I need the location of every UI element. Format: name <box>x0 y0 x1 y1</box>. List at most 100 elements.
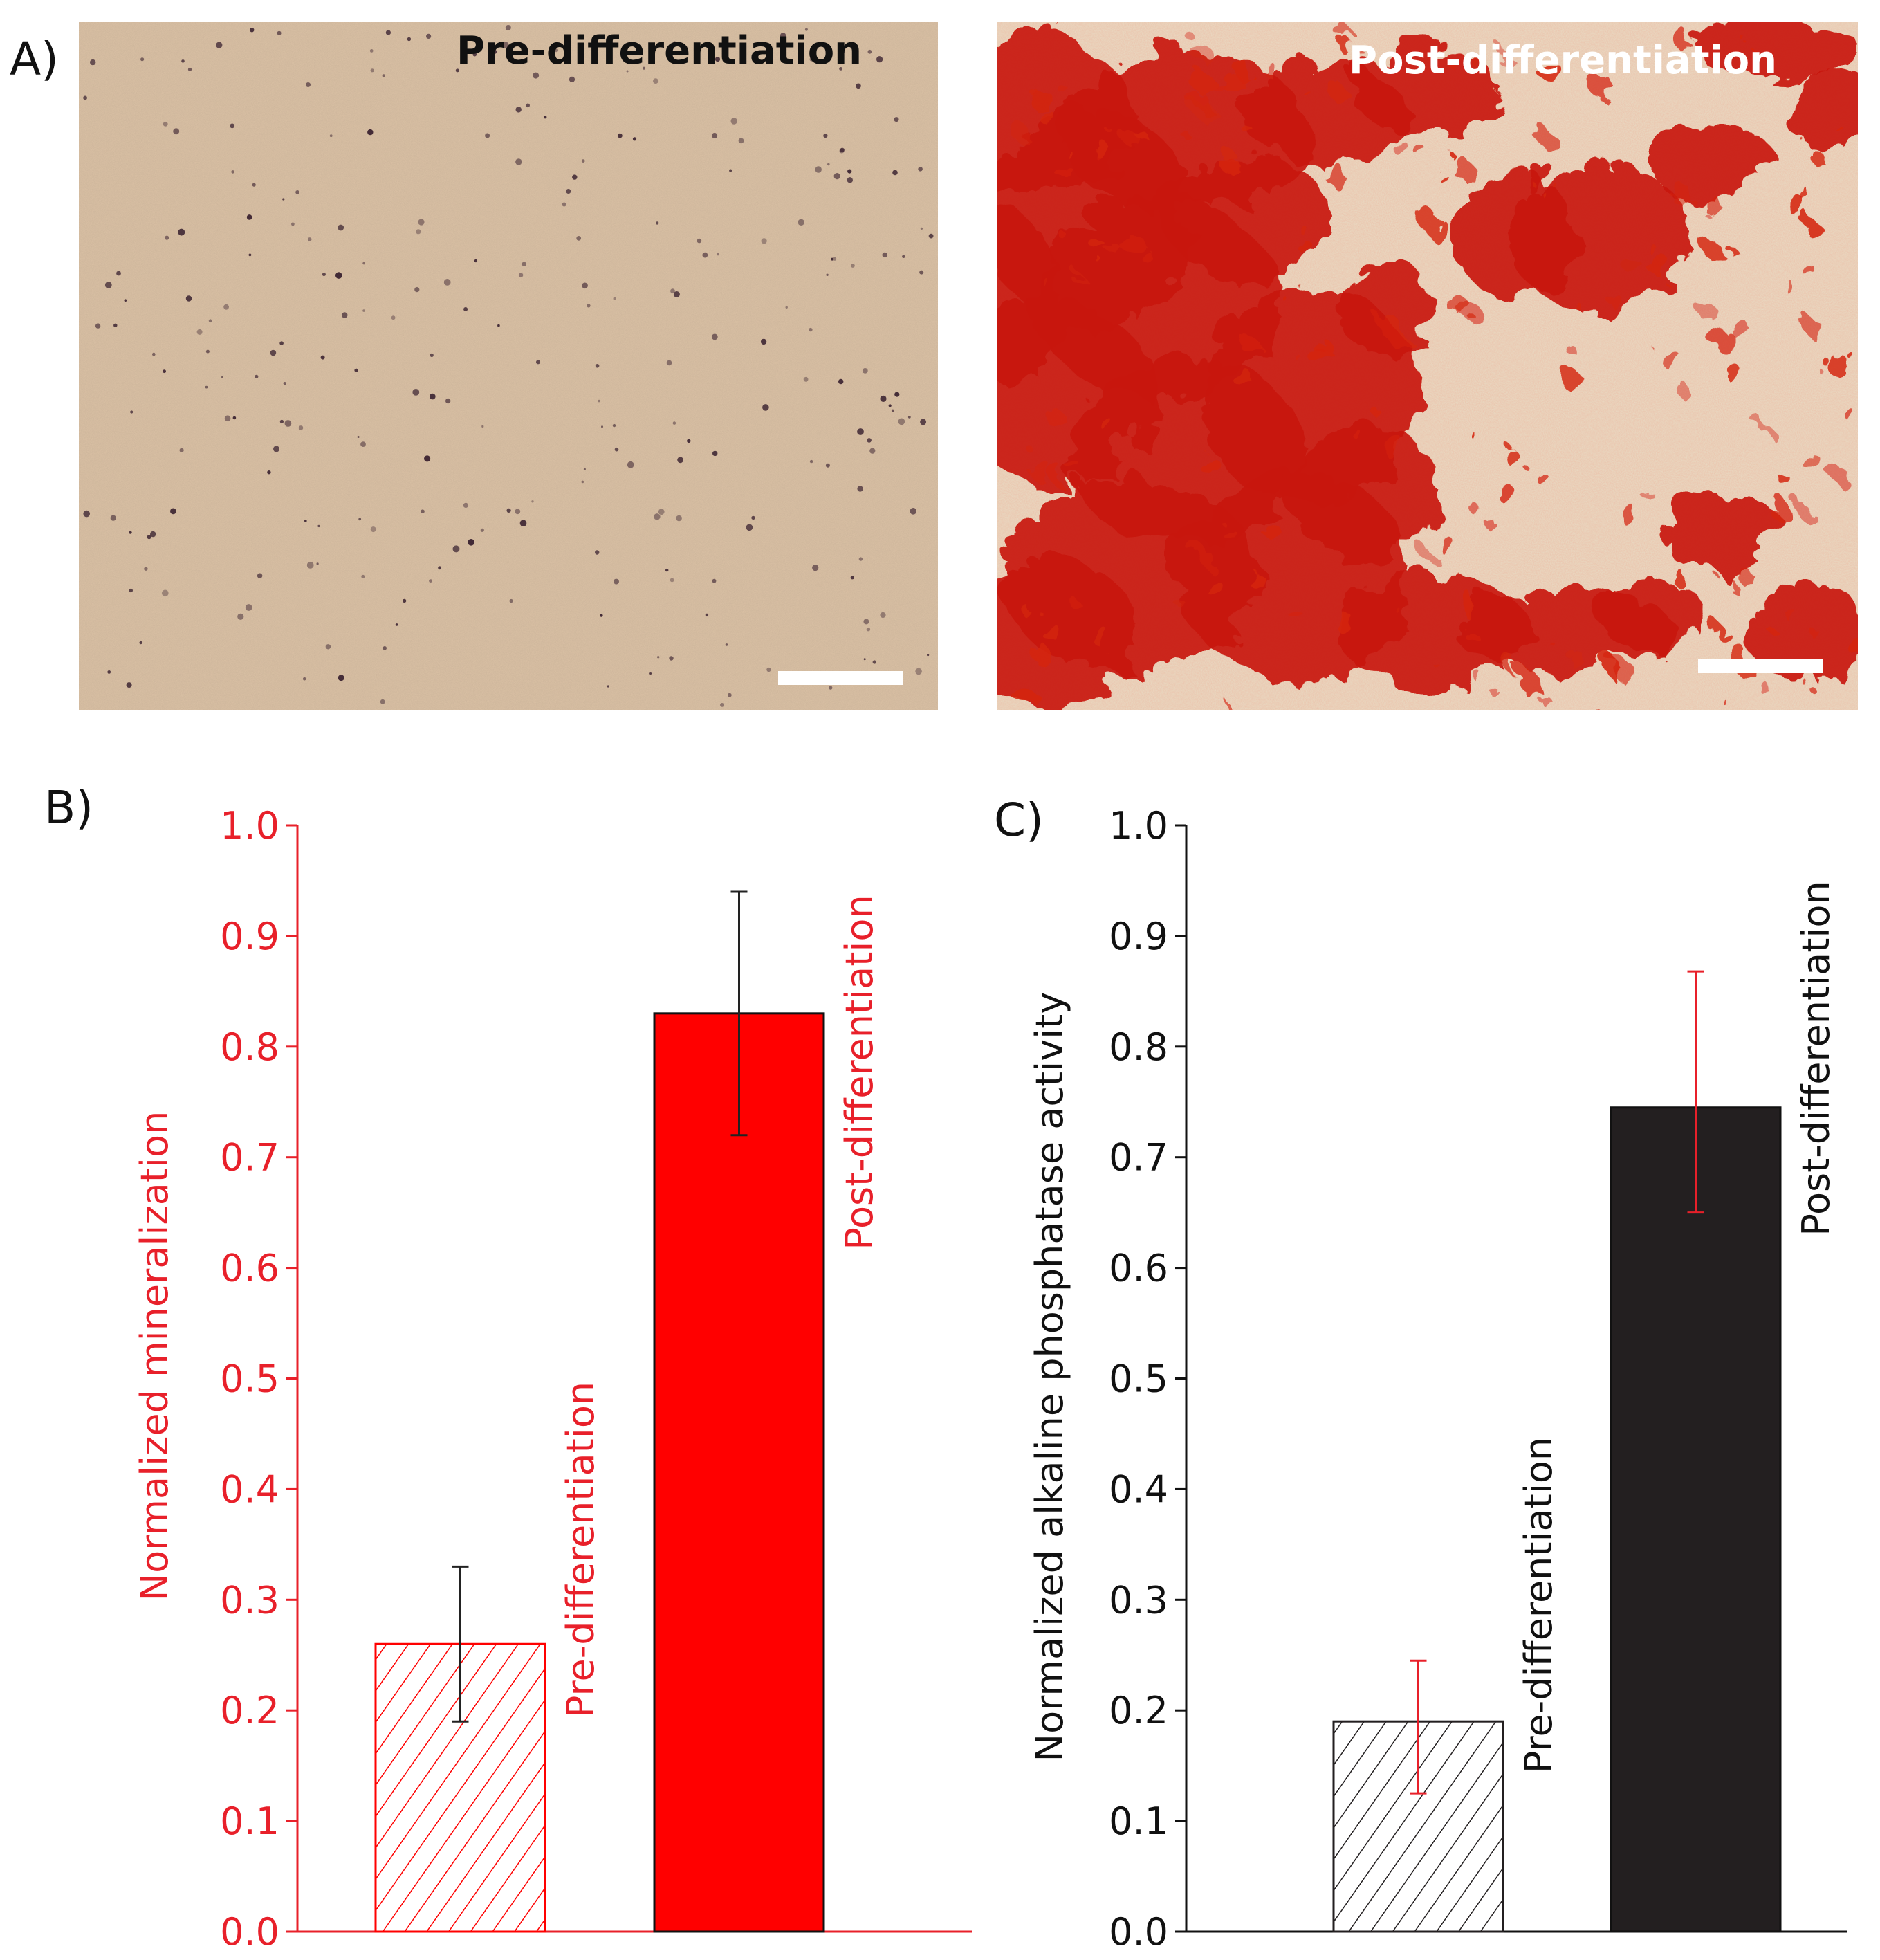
speck <box>445 398 451 404</box>
stain-blob <box>1328 567 1522 678</box>
stain-dot <box>1507 661 1530 684</box>
speck <box>533 72 540 79</box>
speck <box>126 682 132 688</box>
stain-dot <box>1052 136 1060 145</box>
chart-alkaline-phosphatase: 0.0 0.1 0.2 0.3 0.4 0.5 0.6 0.7 0.8 0.9 1.0 Normali… <box>1028 804 1847 1954</box>
speck <box>196 329 203 335</box>
stain-dot <box>1298 84 1305 91</box>
speck <box>298 425 304 430</box>
speck <box>430 353 434 357</box>
post-differentiation-scale-bar <box>1698 659 1823 673</box>
speck <box>915 668 922 675</box>
speck <box>876 56 883 63</box>
speck <box>370 68 374 73</box>
stain-dot <box>1016 446 1039 469</box>
bar-post-differentiation <box>1610 1106 1782 1933</box>
post-differentiation-stained-nodules <box>997 22 1858 710</box>
stain-dot <box>1038 401 1056 419</box>
speck <box>851 264 855 268</box>
speck <box>766 667 771 672</box>
stain-dot <box>1114 226 1136 248</box>
speck <box>831 257 834 261</box>
speck <box>554 48 559 53</box>
stain-blob <box>1342 42 1494 125</box>
speck <box>291 222 295 226</box>
y-tick-label: 0.0 <box>220 1910 279 1954</box>
speck <box>506 508 511 513</box>
speck <box>129 588 133 593</box>
speck <box>670 578 674 583</box>
speck <box>869 448 876 454</box>
speck <box>614 578 619 585</box>
stain-dot <box>1212 515 1224 529</box>
speck <box>497 324 500 327</box>
speck <box>273 446 279 452</box>
speck <box>910 508 917 515</box>
speck <box>847 169 852 174</box>
speck <box>426 33 432 39</box>
stain-dot <box>1006 677 1029 699</box>
stain-dot <box>1044 152 1061 169</box>
speck <box>515 107 522 113</box>
speck <box>501 42 509 48</box>
stain-dot <box>1771 268 1783 280</box>
stain-dot <box>1385 132 1401 149</box>
speck <box>463 502 469 509</box>
chart-mineralization: 0.0 0.1 0.2 0.3 0.4 0.5 0.6 0.7 0.8 0.9 1.0 Normali… <box>133 804 972 1954</box>
speck <box>438 566 441 570</box>
stain-dot <box>1287 346 1293 353</box>
speck <box>632 137 637 141</box>
speck <box>181 59 185 63</box>
stain-dot <box>1284 603 1296 615</box>
stain-dot <box>1497 650 1511 666</box>
speck <box>424 455 431 462</box>
speck <box>252 183 256 187</box>
stain-dot <box>1314 154 1336 176</box>
speck <box>920 227 923 230</box>
speck <box>839 67 842 71</box>
speck <box>738 138 744 144</box>
stain-dot <box>1715 567 1724 578</box>
y-tick-label: 0.5 <box>1109 1357 1168 1401</box>
stain-dot <box>1428 163 1437 172</box>
stain-dot <box>1836 623 1857 645</box>
speck <box>113 323 118 327</box>
stain-dot <box>1182 84 1200 102</box>
stain-dot <box>1834 340 1841 347</box>
panel-label-b: B) <box>44 781 93 834</box>
speck <box>279 341 284 345</box>
stain-dot <box>1662 562 1678 577</box>
speck <box>430 393 436 400</box>
bar-label-post-differentiation: Post-differentiation <box>1794 881 1838 1236</box>
speck <box>666 360 672 366</box>
speck <box>665 568 669 572</box>
speck <box>284 420 292 427</box>
speck <box>562 202 566 207</box>
speck <box>325 644 331 650</box>
y-tick-label: 0.1 <box>1109 1799 1168 1843</box>
stain-dot <box>1375 313 1399 336</box>
speck <box>455 68 459 73</box>
speck <box>250 28 255 33</box>
stain-blob <box>1591 574 1702 643</box>
stain-dot <box>1620 253 1638 271</box>
speck <box>595 364 600 368</box>
bar-label-pre-differentiation: Pre-differentiation <box>1517 1437 1560 1773</box>
stain-dot <box>1363 400 1372 408</box>
speck <box>672 41 677 46</box>
stain-dot <box>1701 318 1724 341</box>
speck <box>751 515 755 520</box>
speck <box>489 48 493 51</box>
stain-dot <box>1080 616 1100 635</box>
speck <box>827 163 830 166</box>
stain-dot <box>1723 363 1742 381</box>
speck <box>152 352 156 356</box>
y-tick-label: 0.4 <box>220 1467 279 1511</box>
speck <box>246 214 252 220</box>
stain-dot <box>1356 46 1361 51</box>
speck <box>407 37 412 42</box>
stain-dot <box>1556 638 1573 655</box>
stain-dot <box>1794 309 1812 327</box>
stain-dot <box>1612 498 1632 519</box>
speck <box>746 524 753 531</box>
